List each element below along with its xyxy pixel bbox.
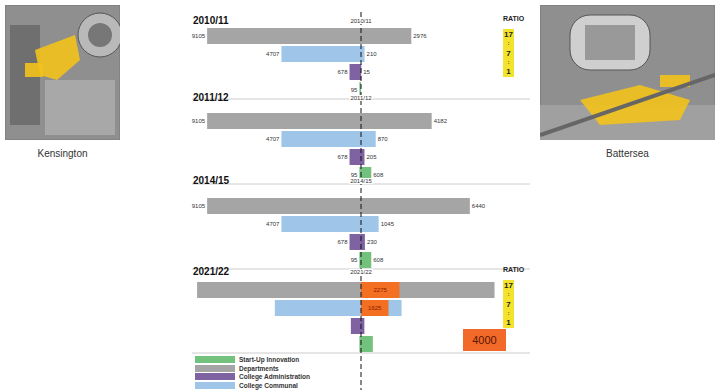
html-text:RATIO: RATIO — [503, 15, 525, 22]
html-text:College Communal: College Communal — [239, 381, 298, 389]
svg-text:870: 870 — [378, 136, 389, 142]
svg-text:678: 678 — [338, 69, 349, 75]
svg-text:230: 230 — [367, 239, 378, 245]
svg-text:2275: 2275 — [374, 287, 388, 293]
svg-text:15: 15 — [363, 69, 370, 75]
html-text:2014/15: 2014/15 — [193, 175, 230, 186]
html-text:17: 17 — [504, 30, 513, 39]
html-text:Kensington: Kensington — [37, 148, 88, 159]
html-text:1: 1 — [506, 318, 511, 327]
svg-text:678: 678 — [338, 154, 349, 160]
html-text:2011/12: 2011/12 — [193, 92, 229, 103]
svg-text:2976: 2976 — [413, 33, 427, 39]
svg-text:1045: 1045 — [381, 221, 395, 227]
svg-text:9105: 9105 — [192, 33, 206, 39]
svg-text:4707: 4707 — [266, 221, 280, 227]
svg-text:608: 608 — [373, 257, 384, 263]
html-text:1: 1 — [506, 67, 511, 76]
svg-text:9105: 9105 — [192, 118, 206, 124]
svg-text:4707: 4707 — [266, 136, 280, 142]
svg-text:95: 95 — [351, 87, 358, 93]
html-text:Start-Up Innovation: Start-Up Innovation — [239, 356, 300, 363]
svg-text:95: 95 — [350, 172, 358, 178]
html-text:4000: 4000 — [472, 334, 497, 346]
html-text:College Administration: College Administration — [239, 373, 310, 380]
html-text:2021/22: 2021/22 — [350, 269, 372, 275]
svg-text:6440: 6440 — [472, 203, 486, 209]
html-text:RATIO: RATIO — [503, 266, 525, 273]
svg-text:205: 205 — [366, 154, 377, 160]
html-text:Battersea: Battersea — [606, 148, 649, 159]
html-text:17: 17 — [504, 281, 513, 290]
html-text:7: 7 — [506, 48, 511, 58]
html-text:2014/15: 2014/15 — [350, 178, 372, 184]
svg-text:608: 608 — [373, 172, 384, 178]
svg-text:210: 210 — [367, 51, 378, 57]
html-text:2010/11: 2010/11 — [193, 15, 229, 26]
html-text:Departments: Departments — [239, 364, 279, 372]
html-text:2010/11: 2010/11 — [350, 18, 372, 24]
html-text:2011/12: 2011/12 — [350, 95, 372, 101]
svg-text:678: 678 — [338, 239, 349, 245]
svg-text:4182: 4182 — [434, 118, 448, 124]
svg-text:4707: 4707 — [266, 51, 280, 57]
svg-text:1625: 1625 — [368, 305, 382, 311]
svg-text:9105: 9105 — [192, 203, 206, 209]
html-text:2021/22: 2021/22 — [193, 266, 230, 277]
html-text:7: 7 — [506, 299, 511, 309]
svg-text:95: 95 — [351, 257, 358, 263]
